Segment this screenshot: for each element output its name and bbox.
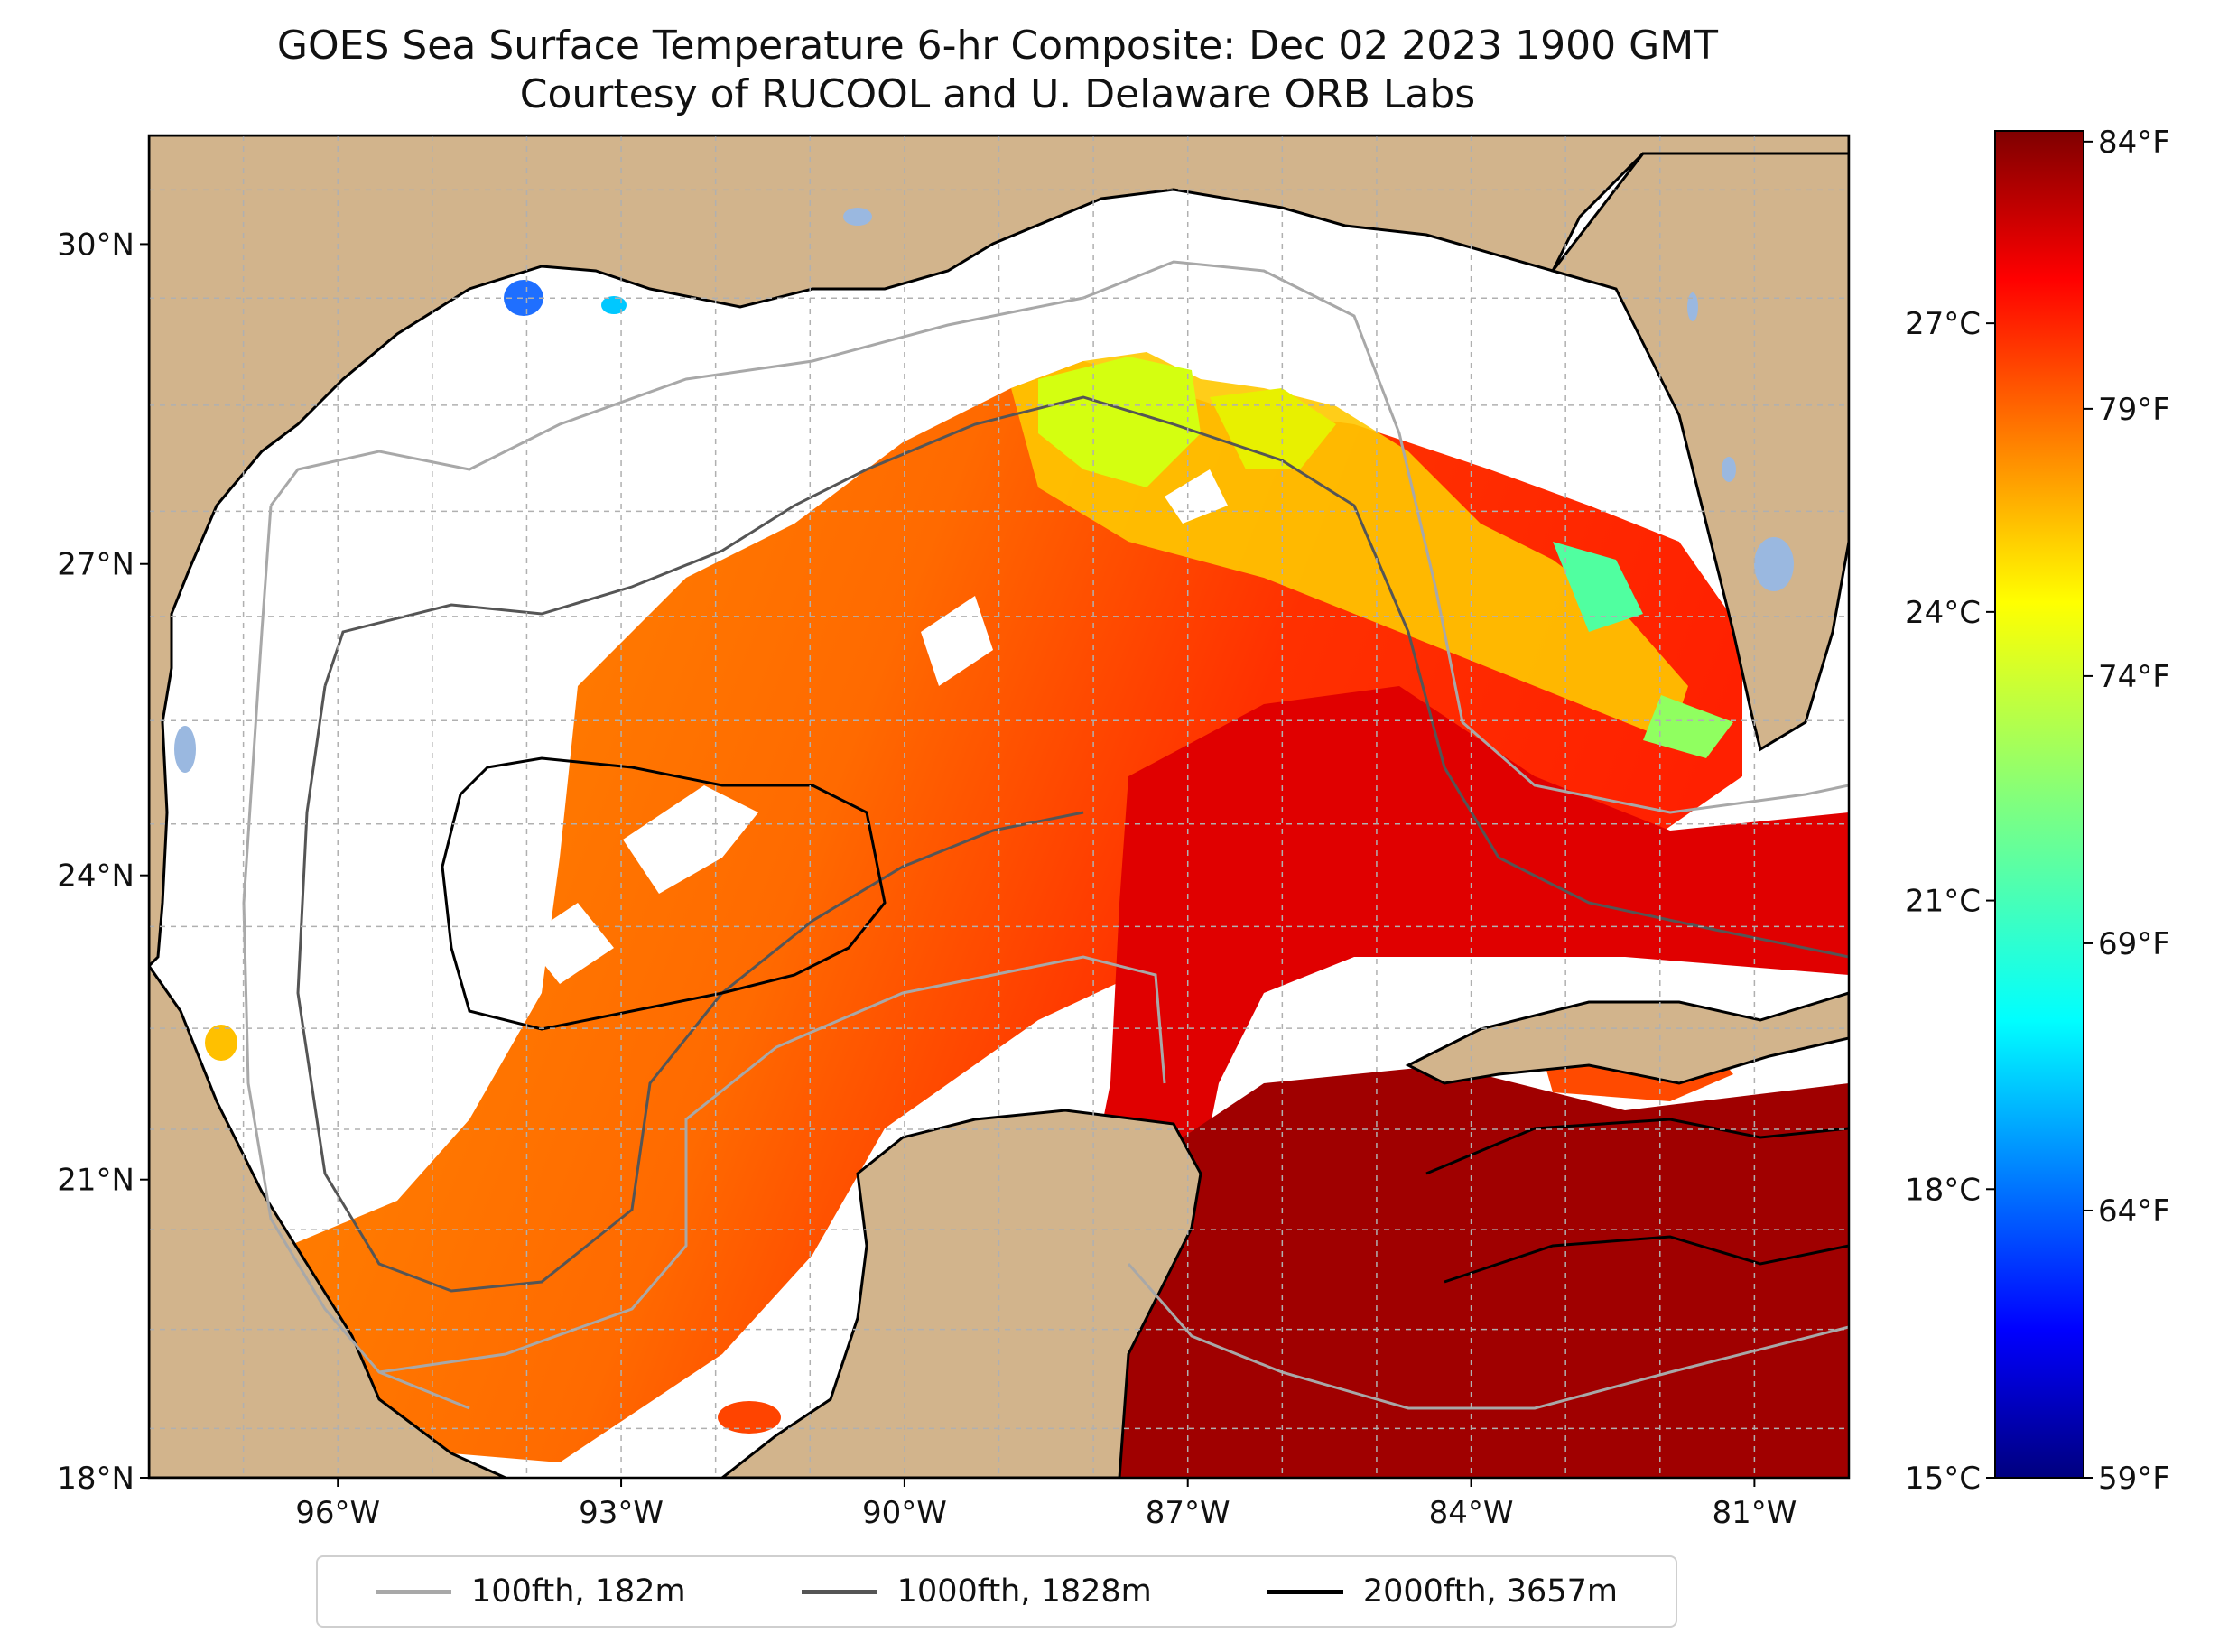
legend-item-1000fth: 1000fth, 1828m (801, 1573, 1152, 1610)
map-frame (147, 134, 1851, 1480)
depth-legend: 100fth, 182m 1000fth, 1828m 2000fth, 365… (316, 1555, 1677, 1628)
colorbar (1994, 130, 2084, 1479)
colorbar-fahrenheit-ticks: 84°F 79°F 74°F 69°F 64°F 59°F (2084, 125, 2170, 1497)
celsius-tick-label: 15°C (1905, 1461, 1981, 1497)
legend-line-2000fth (1267, 1589, 1343, 1594)
sst-field (205, 280, 1849, 1478)
celsius-tick-label: 21°C (1905, 884, 1981, 920)
map-title: GOES Sea Surface Temperature 6-hr Compos… (276, 23, 1719, 69)
graticule (149, 135, 1849, 1478)
lon-tick-label: 81°W (1712, 1495, 1797, 1531)
legend-line-1000fth (801, 1589, 877, 1594)
legend-label-1000fth: 1000fth, 1828m (896, 1573, 1152, 1610)
lon-tick-label: 90°W (862, 1495, 947, 1531)
lon-tick-label: 84°W (1429, 1495, 1514, 1531)
legend-label-2000fth: 2000fth, 3657m (1362, 1573, 1618, 1610)
lat-tick-label: 30°N (57, 227, 135, 263)
fahrenheit-tick-label: 79°F (2098, 392, 2170, 428)
colorbar-celsius-ticks: 27°C 24°C 21°C 18°C 15°C (1905, 306, 1995, 1497)
fahrenheit-tick-label: 84°F (2098, 125, 2170, 161)
celsius-tick-label: 27°C (1905, 306, 1981, 342)
legend-label-100fth: 100fth, 182m (471, 1573, 686, 1610)
lon-tick-label: 93°W (579, 1495, 664, 1531)
legend-item-2000fth: 2000fth, 3657m (1267, 1573, 1618, 1610)
map-area (149, 135, 1849, 1478)
latitude-labels: 30°N 27°N 24°N 21°N 18°N (57, 227, 149, 1497)
fahrenheit-tick-label: 64°F (2098, 1193, 2170, 1230)
legend-line-100fth (376, 1589, 452, 1594)
bathymetry-contours (242, 260, 1849, 1410)
celsius-tick-label: 18°C (1905, 1172, 1981, 1208)
celsius-tick-label: 24°C (1905, 595, 1981, 631)
lon-tick-label: 96°W (295, 1495, 380, 1531)
lat-tick-label: 27°N (57, 547, 135, 583)
lakes (174, 208, 1794, 773)
lat-tick-label: 18°N (57, 1461, 135, 1497)
lat-tick-label: 24°N (57, 858, 135, 895)
fahrenheit-tick-label: 69°F (2098, 926, 2170, 962)
land (149, 135, 1849, 1478)
longitude-labels: 96°W 93°W 90°W 87°W 84°W 81°W (295, 1478, 1797, 1531)
lat-tick-label: 21°N (57, 1163, 135, 1199)
map-subtitle: Courtesy of RUCOOL and U. Delaware ORB L… (519, 71, 1476, 117)
fahrenheit-tick-label: 59°F (2098, 1461, 2170, 1497)
legend-item-100fth: 100fth, 182m (376, 1573, 686, 1610)
fahrenheit-tick-label: 74°F (2098, 659, 2170, 695)
lon-tick-label: 87°W (1146, 1495, 1230, 1531)
